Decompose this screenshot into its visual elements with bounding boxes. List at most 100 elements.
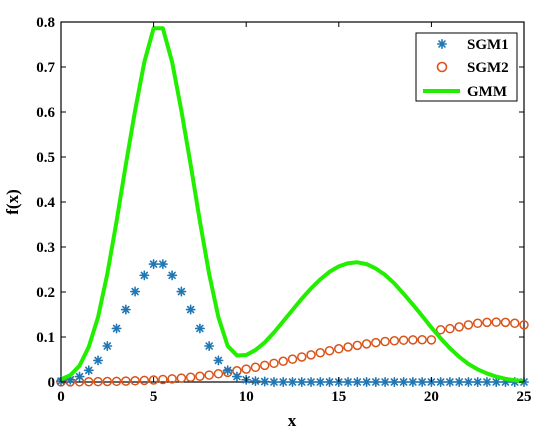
sgm1-point [343,376,354,388]
x-tick-label: 25 [517,389,532,405]
sgm1-point [444,376,455,388]
y-tick-label: 0.4 [36,195,55,211]
sgm1-point [398,376,409,388]
y-tick-label: 0.8 [36,15,55,31]
sgm2-point [241,364,251,374]
sgm1-point [296,376,307,388]
sgm1-point [454,376,465,388]
sgm2-point [389,336,400,346]
sgm1-point [491,376,502,388]
sgm2-point [139,375,150,386]
sgm2-point [509,318,520,329]
sgm2-point [158,374,168,385]
sgm2-point [380,336,390,347]
sgm2-point [167,374,177,384]
sgm2-point [213,369,224,379]
sgm2-point [371,337,381,348]
x-tick-label: 15 [331,389,346,405]
legend-marker-sgm1 [436,38,448,50]
sgm2-point [185,372,196,382]
y-tick-label: 0.3 [36,240,55,256]
x-tick-label: 20 [424,389,439,405]
sgm1-point [111,323,122,334]
sgm1-point [370,376,381,388]
sgm2-point [250,362,261,373]
sgm1-point [435,376,446,388]
sgm1-point [102,340,113,352]
axis-ticks: 0 5 10 15 20 25 0 0.1 0.2 0.3 0.4 0.5 0.6 0.7 0.8 [36,15,531,405]
sgm2-point [121,376,131,386]
sgm1-point [268,376,279,388]
sgm2-point [519,320,529,330]
x-axis-label: x [288,411,297,430]
legend: SGM1 SGM2 GMM [415,32,518,102]
sgm1-point [120,304,131,315]
sgm1-point [259,376,270,387]
sgm1-point [93,355,104,366]
legend-marker-sgm2 [436,61,448,73]
sgm2-point [343,342,353,352]
legend-label-gmm: GMM [467,84,507,100]
sgm1-point [194,323,205,334]
sgm2-point [491,317,501,327]
sgm1-point [157,259,168,270]
sgm1-point [417,376,428,388]
sgm2-point [426,335,437,345]
sgm1-point [463,376,474,388]
sgm2-point [269,358,279,369]
y-tick-label: 0.1 [36,330,55,346]
gmm-line [60,26,525,384]
sgm2-point [102,376,113,387]
sgm2-point [445,323,455,334]
y-tick-label: 0.6 [36,105,55,121]
sgm1-point [74,371,85,382]
sgm1-point [278,376,289,388]
sgm1-point [472,376,483,388]
sgm1-point [389,376,400,388]
sgm1-point [222,365,233,376]
sgm2-point [176,373,187,383]
sgm1-point [83,365,94,376]
sgm2-point [417,334,427,345]
sgm1-point [324,376,335,388]
legend-asterisk [436,38,448,50]
y-axis-label: f(x) [3,189,22,214]
sgm1-point [250,376,261,387]
sgm2-point [195,371,205,381]
sgm2-point [204,370,214,380]
sgm2-point [93,376,103,387]
sgm1-point [204,340,215,352]
sgm2-point [361,339,372,349]
sgm2-point [315,348,326,358]
sgm2-point [408,335,418,345]
sgm2-point [324,345,335,356]
legend-label-sgm1: SGM1 [467,37,509,53]
sgm1-point [481,376,492,388]
chart-marks [55,26,530,388]
sgm1-point [148,259,159,270]
sgm2-point [500,317,511,328]
sgm2-point [130,376,140,386]
sgm2-point [334,344,344,354]
sgm2-point [463,320,474,330]
y-tick-label: 0.5 [36,150,55,166]
x-tick-label: 5 [150,389,158,405]
sgm1-point [139,270,150,281]
sgm1-point [176,286,187,297]
legend-label-sgm2: SGM2 [467,60,509,76]
sgm2-point [472,318,483,329]
sgm1-point [185,304,196,315]
sgm1-point [231,371,242,382]
x-tick-label: 10 [239,389,254,405]
legend-circle [436,61,448,73]
sgm1-point [306,376,317,388]
sgm2-point [84,376,94,387]
sgm2-point [454,322,464,332]
sgm1-point [380,376,391,388]
sgm1-point [352,376,363,388]
sgm1-point [407,376,418,388]
sgm1-point [167,270,178,281]
sgm2-point [278,356,288,367]
x-tick-label: 0 [57,389,65,405]
sgm2-point [148,375,159,385]
